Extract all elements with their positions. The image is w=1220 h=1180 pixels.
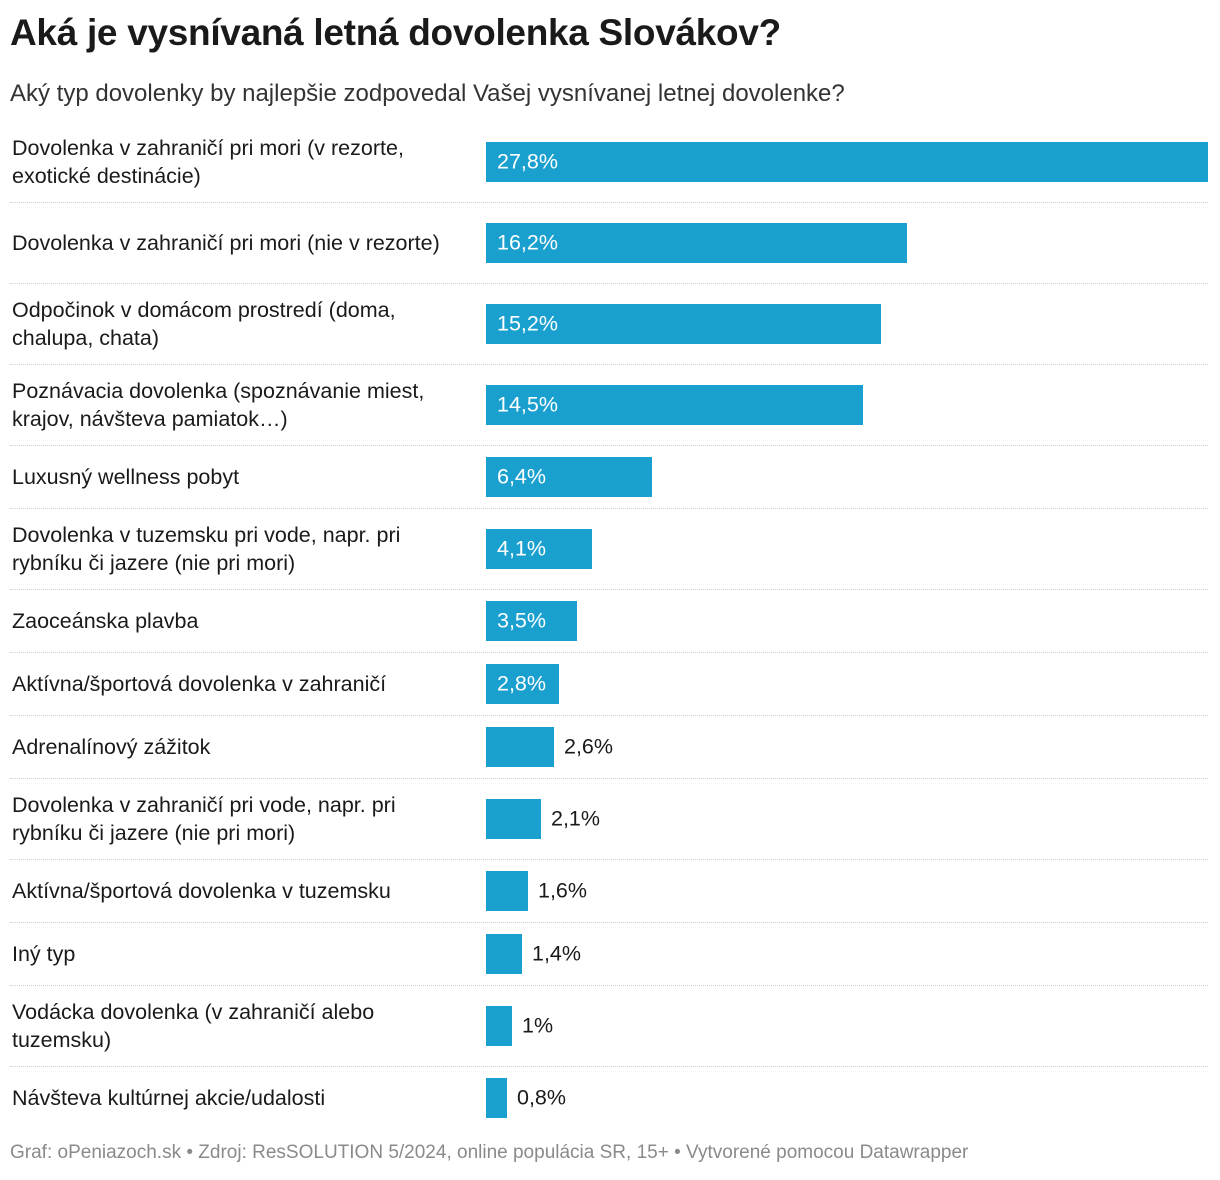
bar-row: Luxusný wellness pobyt 6,4% [10,446,1208,509]
chart-title: Aká je vysnívaná letná dovolenka Slováko… [10,12,781,53]
bar [486,664,559,704]
value-label: 16,2% [497,230,558,255]
value-label: 27,8% [497,149,558,174]
bar-row: Dovolenka v tuzemsku pri vode, napr. pri… [10,509,1208,590]
bar-row: Adrenalínový zážitok 2,6% [10,716,1208,779]
bar-row: Dovolenka v zahraničí pri mori (v rezort… [10,122,1208,203]
bar [486,142,1208,182]
category-label: Aktívna/športová dovolenka v zahraničí [12,672,387,696]
bar-row: Poznávacia dovolenka (spoznávanie miest,… [10,365,1208,446]
value-label: 2,1% [551,806,601,831]
bar [486,934,522,974]
category-label: Adrenalínový zážitok [12,735,211,759]
value-label: 14,5% [497,392,558,417]
category-label: Vodácka dovolenka (v zahraničí alebo tuz… [12,1000,375,1052]
category-label: Luxusný wellness pobyt [12,465,240,489]
category-label: Aktívna/športová dovolenka v tuzemsku [12,879,391,903]
value-label: 2,8% [497,671,547,696]
chart-footer: Graf: oPeniazoch.sk • Zdroj: ResSOLUTION… [10,1142,969,1163]
bar [486,304,881,344]
category-label: Dovolenka v zahraničí pri mori (nie v re… [12,231,440,255]
category-label: Iný typ [12,942,76,966]
value-label: 1,6% [538,878,588,903]
value-label: 2,6% [564,734,614,759]
bar [486,1006,512,1046]
bar-row: Zaoceánska plavba 3,5% [10,590,1208,653]
category-label: Dovolenka v zahraničí pri mori (v rezort… [12,136,404,188]
bar-row: Vodácka dovolenka (v zahraničí alebo tuz… [10,986,1208,1067]
category-label: Zaoceánska plavba [12,609,199,633]
bar [486,871,528,911]
value-label: 1,4% [532,941,582,966]
value-label: 4,1% [497,536,547,561]
category-label: Dovolenka v tuzemsku pri vode, napr. pri… [12,523,401,575]
bar-row: Návšteva kultúrnej akcie/udalosti 0,8% [10,1067,1208,1129]
category-label: Poznávacia dovolenka (spoznávanie miest,… [12,379,425,431]
value-label: 15,2% [497,311,558,336]
bar [486,223,907,263]
bar [486,727,554,767]
bar-row: Iný typ 1,4% [10,923,1208,986]
bar [486,601,577,641]
bar [486,385,863,425]
bar-row: Dovolenka v zahraničí pri vode, napr. pr… [10,779,1208,860]
bar-row: Odpočinok v domácom prostredí (doma, cha… [10,284,1208,365]
bar-row: Dovolenka v zahraničí pri mori (nie v re… [10,203,1208,284]
category-label: Dovolenka v zahraničí pri vode, napr. pr… [12,793,396,845]
bar [486,457,652,497]
category-label: Odpočinok v domácom prostredí (doma, cha… [12,298,396,350]
chart-subtitle: Aký typ dovolenky by najlepšie zodpoveda… [10,80,845,107]
value-label: 6,4% [497,464,547,489]
value-label: 3,5% [497,608,547,633]
category-label: Návšteva kultúrnej akcie/udalosti [12,1086,326,1110]
bar [486,529,592,569]
bar-row: Aktívna/športová dovolenka v tuzemsku 1,6… [10,860,1208,923]
bar [486,1078,507,1118]
bar-row: Aktívna/športová dovolenka v zahraničí 2,… [10,653,1208,716]
value-label: 1% [522,1013,554,1038]
bar-chart: Dovolenka v zahraničí pri mori (v rezort… [10,122,1208,1129]
value-label: 0,8% [517,1085,567,1110]
bar [486,799,541,839]
